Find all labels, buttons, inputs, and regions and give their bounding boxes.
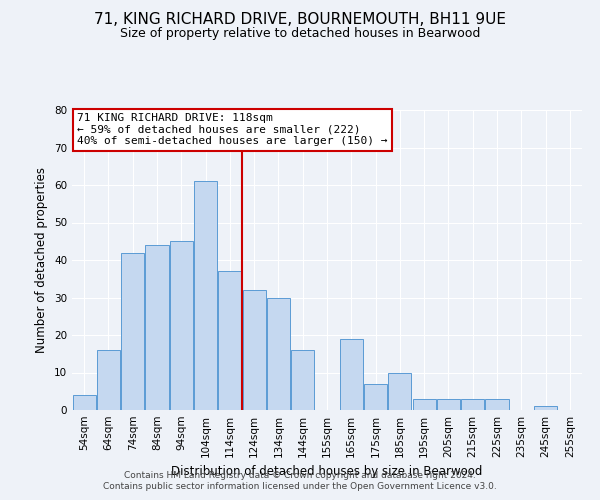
Bar bbox=[388, 372, 412, 410]
Text: 71 KING RICHARD DRIVE: 118sqm
← 59% of detached houses are smaller (222)
40% of : 71 KING RICHARD DRIVE: 118sqm ← 59% of d… bbox=[77, 113, 388, 146]
Bar bbox=[218, 271, 241, 410]
Bar bbox=[145, 245, 169, 410]
Bar bbox=[437, 399, 460, 410]
Bar bbox=[413, 399, 436, 410]
Bar bbox=[340, 339, 363, 410]
Bar bbox=[194, 181, 217, 410]
Text: Contains public sector information licensed under the Open Government Licence v3: Contains public sector information licen… bbox=[103, 482, 497, 491]
Bar bbox=[121, 252, 144, 410]
Bar bbox=[170, 242, 193, 410]
Bar bbox=[485, 399, 509, 410]
Bar bbox=[534, 406, 557, 410]
Bar bbox=[73, 395, 95, 410]
Text: Size of property relative to detached houses in Bearwood: Size of property relative to detached ho… bbox=[120, 28, 480, 40]
Bar bbox=[291, 350, 314, 410]
Text: 71, KING RICHARD DRIVE, BOURNEMOUTH, BH11 9UE: 71, KING RICHARD DRIVE, BOURNEMOUTH, BH1… bbox=[94, 12, 506, 28]
Text: Contains HM Land Registry data © Crown copyright and database right 2024.: Contains HM Land Registry data © Crown c… bbox=[124, 471, 476, 480]
Bar bbox=[97, 350, 120, 410]
X-axis label: Distribution of detached houses by size in Bearwood: Distribution of detached houses by size … bbox=[172, 466, 482, 478]
Bar bbox=[242, 290, 266, 410]
Bar bbox=[364, 384, 387, 410]
Y-axis label: Number of detached properties: Number of detached properties bbox=[35, 167, 49, 353]
Bar bbox=[461, 399, 484, 410]
Bar bbox=[267, 298, 290, 410]
